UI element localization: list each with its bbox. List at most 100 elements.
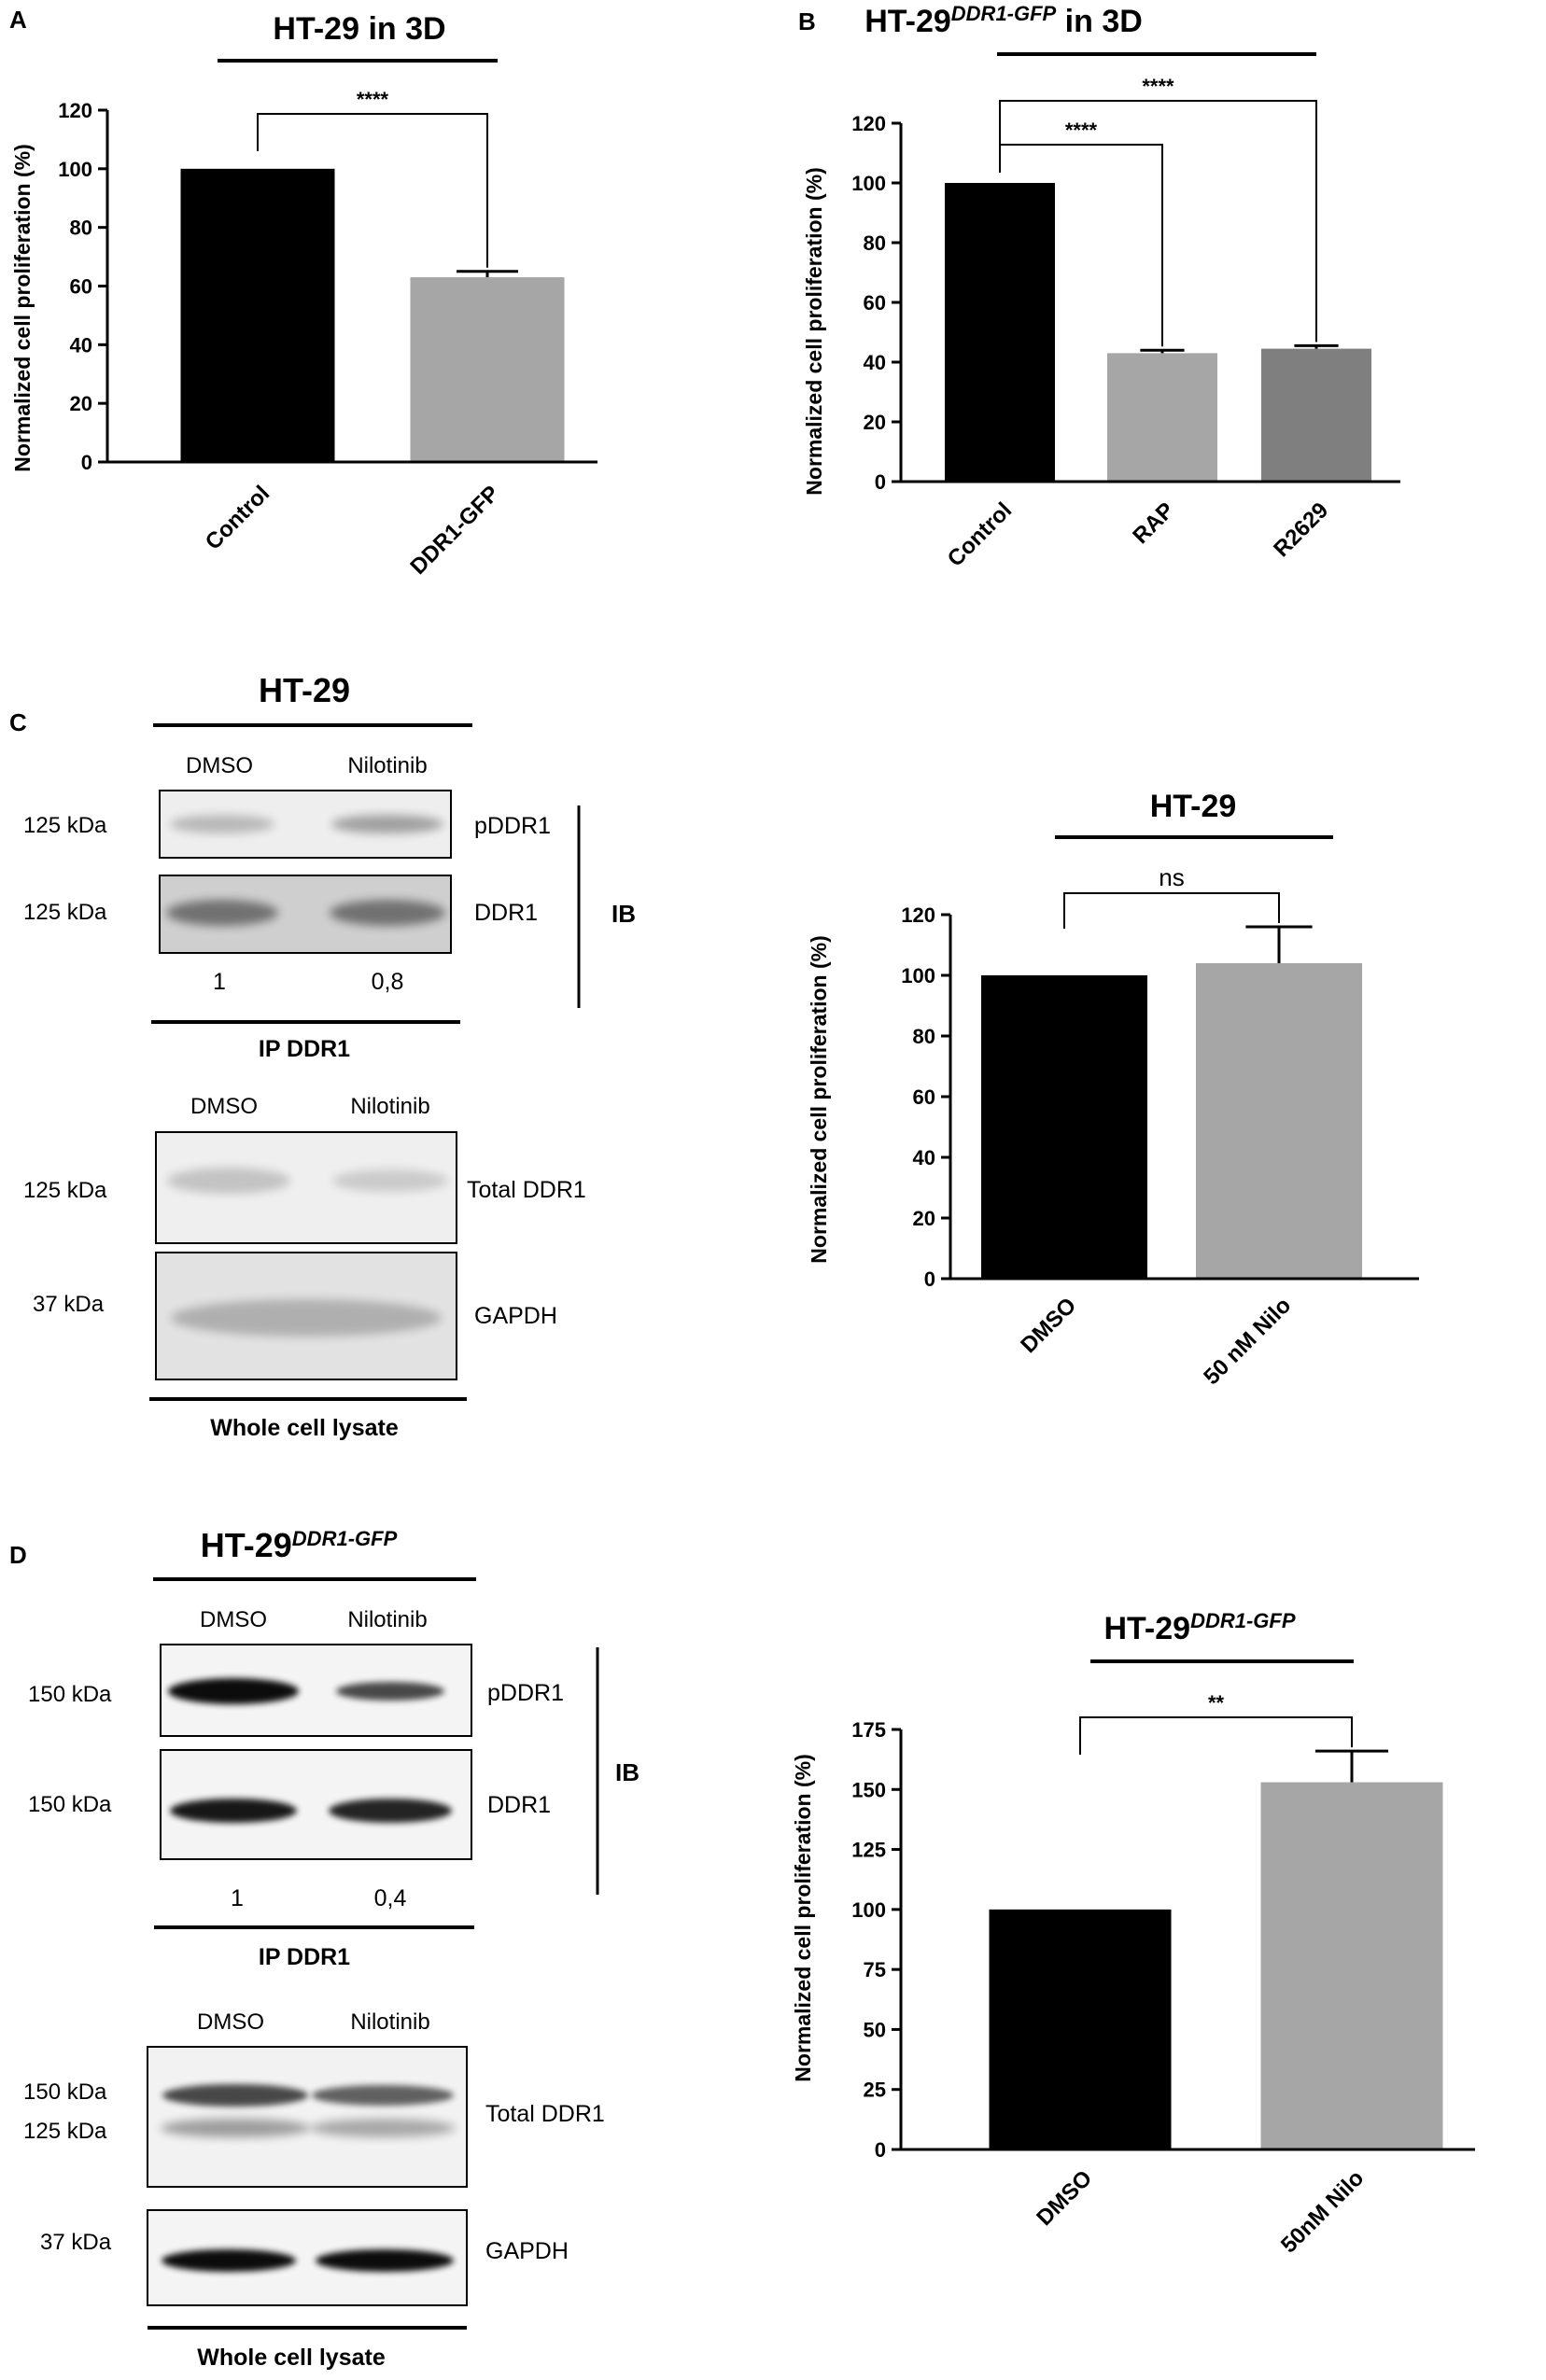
blot-title: HT-29 — [259, 671, 350, 709]
y-axis-ticks: 0 20 40 60 80 100 120 — [58, 99, 107, 474]
y-tick-label: 0 — [924, 1267, 935, 1291]
band-label: Total DDR1 — [485, 2101, 605, 2127]
bar-control — [180, 168, 335, 463]
y-tick-label: 125 — [851, 1839, 886, 1862]
error-bar — [1294, 343, 1339, 349]
svg-text:HT-29DDR1-GFP in 3D: HT-29DDR1-GFP in 3D — [864, 2, 1143, 39]
y-tick-label: 60 — [864, 291, 886, 315]
bar-dmso — [989, 1909, 1172, 2149]
blot-box-total-ddr1 — [155, 1131, 457, 1244]
y-tick-label: 120 — [901, 903, 935, 927]
error-bar — [457, 270, 518, 278]
section-label: Whole cell lysate — [197, 2345, 386, 2371]
ib-label: IB — [611, 900, 636, 928]
bars — [180, 168, 565, 463]
y-tick-label: 60 — [913, 1085, 935, 1109]
significance-brackets: ** — [1079, 1691, 1353, 1755]
western-blot-d: D HT-29DDR1-GFP DMSO Nilotinib 150 kDa p… — [9, 1526, 639, 2371]
mw-marker: 150 kDa — [23, 2079, 107, 2105]
lane-label: DMSO — [186, 753, 253, 778]
band-label: GAPDH — [485, 2238, 569, 2264]
y-tick-label: 50 — [864, 2018, 886, 2041]
y-tick-label: 100 — [58, 158, 92, 181]
error-bars — [1140, 343, 1339, 354]
lane-label: DMSO — [190, 1094, 258, 1119]
y-tick-label: 100 — [901, 964, 935, 987]
bars — [989, 1782, 1443, 2149]
chart-title: HT-29 in 3D — [273, 11, 445, 47]
lane-label: DMSO — [200, 1607, 267, 1632]
lane-label: DMSO — [197, 2009, 264, 2035]
axes — [949, 915, 1419, 1281]
quantification-value: 0,8 — [372, 969, 404, 995]
y-tick-label: 0 — [81, 451, 92, 474]
y-tick-label: 60 — [70, 275, 92, 299]
quantification-value: 1 — [231, 1885, 244, 1911]
chart-d: HT-29DDR1-GFP Normalized cell proliferat… — [791, 1609, 1475, 2258]
blot-box-total-ddr1 — [147, 2046, 468, 2188]
mw-marker: 125 kDa — [23, 2119, 107, 2144]
category-label: Control — [943, 497, 1017, 571]
category-label: 50nM Nilo — [1276, 2165, 1369, 2258]
axes — [899, 1729, 1475, 2151]
bar-50-nm-nilo — [1196, 963, 1362, 1279]
quantification-value: 0,4 — [374, 1885, 407, 1911]
error-bars — [1245, 925, 1313, 963]
y-tick-label: 175 — [851, 1718, 886, 1742]
band-label: Total DDR1 — [467, 1177, 586, 1203]
y-tick-label: 120 — [58, 99, 92, 122]
category-label: DDR1-GFP — [405, 481, 504, 580]
category-labels: Control DDR1-GFP — [201, 481, 504, 580]
axes — [899, 123, 1400, 483]
category-labels: DMSO 50nM Nilo — [1032, 2165, 1369, 2258]
y-tick-label: 40 — [70, 333, 92, 357]
chart-title: HT-29 — [1150, 789, 1237, 824]
section-label: IP DDR1 — [259, 1944, 350, 1970]
significance-bracket: **** — [257, 88, 488, 268]
y-tick-label: 80 — [864, 231, 886, 255]
blot-box-pddr1 — [160, 1644, 472, 1737]
y-tick-label: 150 — [851, 1778, 886, 1801]
y-tick-label: 80 — [70, 217, 92, 240]
blot-title: HT-29DDR1-GFP — [201, 1526, 398, 1564]
panel-label-d: D — [9, 1541, 27, 1569]
ib-label: IB — [615, 1758, 639, 1786]
y-tick-label: 100 — [851, 172, 886, 195]
mw-marker: 150 kDa — [28, 1682, 112, 1707]
significance-brackets: ns — [1063, 863, 1280, 929]
category-label: R2629 — [1269, 497, 1333, 562]
svg-text:HT-29 in 3D: HT-29 in 3D — [273, 11, 445, 47]
section-label: Whole cell lysate — [210, 1415, 399, 1441]
y-tick-label: 80 — [913, 1025, 935, 1048]
panel-label-c: C — [9, 708, 27, 736]
y-tick-label: 0 — [875, 470, 886, 494]
lane-label: Nilotinib — [347, 1607, 427, 1632]
lane-label: Nilotinib — [347, 753, 427, 778]
category-label: Control — [201, 481, 274, 554]
western-blot-c: C HT-29 DMSO Nilotinib 125 kDa pDDR1 125… — [9, 671, 636, 1441]
blot-box-pddr1 — [159, 790, 452, 859]
error-bar — [1245, 925, 1313, 963]
bars — [981, 963, 1362, 1279]
band-label: DDR1 — [474, 900, 538, 926]
bar-ddr1-gfp — [410, 277, 565, 462]
significance-bracket: ** — [1079, 1691, 1353, 1755]
bar-dmso — [981, 975, 1147, 1279]
bar-rap — [1107, 353, 1217, 482]
bar-r2629 — [1261, 348, 1371, 482]
error-bars — [457, 270, 518, 278]
y-tick-label: 40 — [913, 1146, 935, 1169]
category-labels: DMSO 50 nM Nilo — [1016, 1293, 1296, 1390]
category-label: DMSO — [1016, 1293, 1081, 1358]
blot-box-gapdh — [147, 2209, 468, 2306]
lane-label: Nilotinib — [350, 1094, 429, 1119]
y-axis-label: Normalized cell proliferation (%) — [791, 1754, 815, 2081]
error-bar — [1315, 1749, 1388, 1783]
band-label: DDR1 — [487, 1792, 551, 1818]
y-tick-label: 120 — [851, 112, 886, 135]
blot-box-ddr1 — [160, 1749, 472, 1860]
significance-label: **** — [1142, 75, 1174, 98]
mw-marker: 150 kDa — [28, 1792, 112, 1817]
error-bar — [1140, 348, 1185, 354]
